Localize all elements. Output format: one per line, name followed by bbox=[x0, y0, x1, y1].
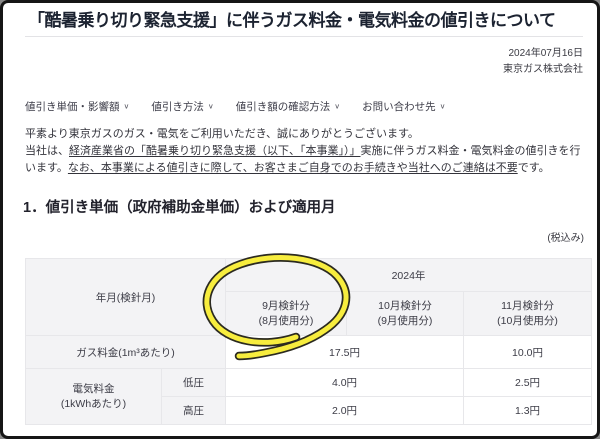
chevron-down-icon: ∨ bbox=[207, 102, 214, 111]
page-title: 「酷暑乗り切り緊急支援」に伴うガス料金・電気料金の値引きについて bbox=[28, 11, 556, 30]
low-voltage-label: 低圧 bbox=[161, 368, 226, 397]
intro-line2-prefix: 当社は、 bbox=[25, 145, 69, 157]
gas-sep-oct-value: 17.5円 bbox=[225, 335, 464, 369]
electric-label-line1: 電気料金 bbox=[72, 382, 115, 395]
low-sep-oct-value: 4.0円 bbox=[225, 368, 464, 397]
col-header-october: 10月検針分 (9月使用分) bbox=[346, 291, 464, 336]
high-voltage-label: 高圧 bbox=[161, 396, 226, 425]
intro-underline-program: 経済産業省の「酷暑乗り切り緊急支援（以下、「本事業」）」 bbox=[69, 145, 361, 157]
nav-item-label: 値引き単価・影響額 bbox=[25, 101, 120, 113]
col-header-line1: 10月検針分 bbox=[378, 299, 432, 312]
low-nov-value: 2.5円 bbox=[462, 368, 593, 397]
meta-block: 2024年07月16日 東京ガス株式会社 bbox=[503, 46, 583, 78]
price-table: 年月(検針月) 2024年 9月検針分 (8月使用分) 10月検針分 (9月使用… bbox=[25, 258, 593, 425]
tax-included-note: (税込み) bbox=[547, 233, 584, 244]
nav-item-contact[interactable]: お問い合わせ先 ∨ bbox=[362, 99, 445, 114]
section-heading: 1．値引き単価（政府補助金単価）および適用月 bbox=[23, 200, 336, 216]
gas-nov-value: 10.0円 bbox=[462, 335, 593, 369]
col-header-line2: (8月使用分) bbox=[258, 314, 314, 327]
company-name: 東京ガス株式会社 bbox=[503, 64, 583, 75]
nav-item-discount-unit[interactable]: 値引き単価・影響額 ∨ bbox=[25, 99, 129, 114]
chevron-down-icon: ∨ bbox=[334, 102, 341, 111]
nav-item-label: 値引き額の確認方法 bbox=[235, 101, 331, 113]
nav-item-label: 値引き方法 bbox=[151, 101, 204, 113]
high-sep-oct-value: 2.0円 bbox=[225, 396, 464, 425]
intro-underline-no-action: なお、本事業による値引きに際して、お客さまご自身でのお手続きや当社へのご連絡は不… bbox=[67, 162, 518, 174]
intro-line1: 平素より東京ガスのガス・電気をご利用いただき、誠にありがとうございます。 bbox=[25, 128, 419, 140]
chevron-down-icon: ∨ bbox=[439, 102, 446, 111]
intro-line2-suffix: です。 bbox=[517, 162, 550, 174]
nav-item-discount-method[interactable]: 値引き方法 ∨ bbox=[151, 99, 213, 114]
chevron-down-icon: ∨ bbox=[123, 102, 130, 111]
anchor-nav: 値引き単価・影響額 ∨ 値引き方法 ∨ 値引き額の確認方法 ∨ お問い合わせ先 … bbox=[25, 99, 445, 114]
col-header-line1: 11月検針分 bbox=[501, 299, 554, 312]
intro-line2-middle: 実施に伴うガス料金・電気料金の値引きを行います。 bbox=[25, 145, 581, 174]
col-header-november: 11月検針分 (10月使用分) bbox=[462, 291, 593, 336]
gas-row-label: ガス料金(1m³あたり) bbox=[25, 335, 226, 369]
table-row-electric-high: 高圧 2.0円 1.3円 bbox=[26, 396, 593, 425]
nav-item-label: お問い合わせ先 bbox=[362, 101, 436, 113]
table-row-electric-low: 電気料金 (1kWhあたり) 低圧 4.0円 2.5円 bbox=[25, 368, 593, 425]
col-header-september: 9月検針分 (8月使用分) bbox=[225, 291, 347, 336]
col-header-line1: 9月検針分 bbox=[262, 299, 310, 312]
title-divider bbox=[25, 36, 583, 37]
electric-label-line2: (1kWhあたり) bbox=[60, 397, 127, 410]
high-nov-value: 1.3円 bbox=[462, 396, 593, 425]
col-header-line2: (9月使用分) bbox=[377, 314, 433, 327]
intro-paragraph: 平素より東京ガスのガス・電気をご利用いただき、誠にありがとうございます。 当社は… bbox=[25, 126, 591, 177]
col-header-line2: (10月使用分) bbox=[497, 314, 558, 327]
electric-row-label: 電気料金 (1kWhあたり) bbox=[25, 368, 162, 425]
table-row-gas: ガス料金(1m³あたり) 17.5円 10.0円 bbox=[25, 335, 593, 369]
nav-item-confirm-method[interactable]: 値引き額の確認方法 ∨ bbox=[236, 99, 340, 114]
publish-date: 2024年07月16日 bbox=[508, 48, 584, 59]
table-corner-header: 年月(検針月) bbox=[25, 258, 226, 336]
table-year-header: 2024年 bbox=[224, 258, 593, 292]
